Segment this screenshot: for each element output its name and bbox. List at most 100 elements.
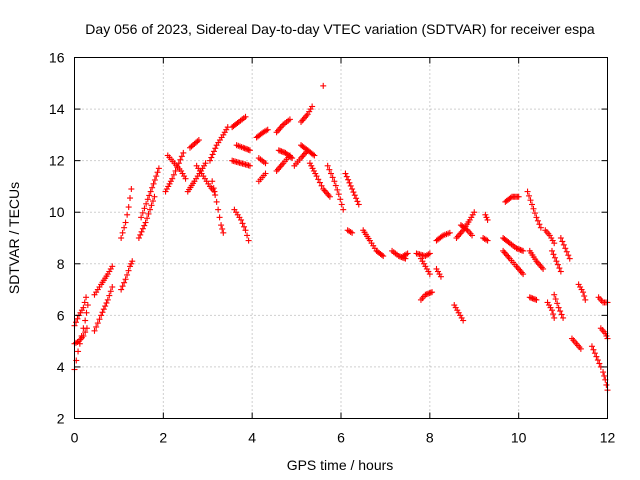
data-point [557,235,564,241]
data-point [246,162,253,169]
data-point [306,160,313,167]
data-point [202,160,209,167]
data-point [324,162,331,169]
data-point [308,162,315,169]
data-point [552,296,559,303]
data-point [139,225,146,232]
data-point [429,289,436,296]
data-point [170,171,177,178]
data-point [588,343,595,350]
data-point [244,232,251,239]
data-point [603,332,610,339]
data-point [551,291,558,298]
data-point [149,198,156,205]
data-point [601,372,608,379]
data-point [328,170,335,177]
data-point [302,114,309,121]
data-point [289,155,296,162]
data-point [505,254,512,261]
data-point [80,304,87,311]
data-point [457,230,464,237]
data-point [154,169,161,176]
y-tick-label: 4 [57,359,65,375]
data-point [155,165,162,172]
data-point [354,198,361,205]
data-point [334,186,341,193]
data-point [163,186,170,193]
data-point [338,201,345,208]
data-point [460,317,467,324]
data-point [566,255,573,262]
data-point [167,178,174,185]
data-point [118,235,125,241]
x-tick-label: 2 [159,430,167,446]
data-point [151,193,158,200]
data-point [138,214,145,221]
data-point [551,254,558,261]
chart-title: Day 056 of 2023, Sidereal Day-to-day VTE… [85,21,595,37]
x-tick-label: 6 [337,430,345,446]
data-point [313,173,320,180]
data-point [353,195,360,202]
data-point [596,360,603,367]
data-point [349,186,356,193]
x-axis-label: GPS time / hours [287,457,394,473]
data-point [550,251,557,258]
data-point [137,231,144,238]
data-point [287,154,294,161]
data-point [378,252,385,259]
data-point [554,261,561,268]
data-point [312,170,319,177]
data-point [326,193,333,200]
data-point [331,178,338,185]
data-point [540,265,547,272]
data-point [321,187,328,194]
data-point [273,167,280,174]
data-point [178,153,185,160]
y-tick-label: 10 [49,204,65,220]
data-point [209,178,216,185]
data-point [350,189,357,196]
data-point [210,185,217,192]
data-point [355,201,362,208]
data-point [501,249,508,256]
data-point [107,288,114,295]
data-point [340,206,347,213]
data-point [82,329,89,336]
data-point [551,240,558,247]
data-point [276,126,283,133]
data-point [262,170,269,177]
data-point [603,381,610,388]
data-point [558,311,565,318]
data-point [145,210,152,217]
data-point [553,258,560,265]
data-point [121,279,128,286]
data-point [453,235,460,241]
data-point [322,189,329,196]
data-point [182,175,189,182]
data-point [342,170,349,177]
data-point [245,237,252,244]
y-tick-label: 2 [57,411,65,427]
y-tick-label: 16 [49,50,65,66]
data-point [274,166,281,173]
data-point [195,137,202,144]
data-point [242,227,249,234]
data-point [515,193,522,200]
data-point [309,103,316,110]
data-point [242,113,249,120]
data-point [93,323,100,330]
data-point [149,184,156,191]
data-point [591,350,598,357]
data-point [426,271,433,278]
y-axis-label: SDTVAR / TECUs [6,182,22,294]
data-point [264,126,271,133]
data-point [559,238,566,245]
data-point [483,214,490,221]
data-point [577,345,584,352]
data-point [121,224,128,231]
data-point [332,182,339,189]
data-point [337,196,344,203]
data-point [346,179,353,186]
